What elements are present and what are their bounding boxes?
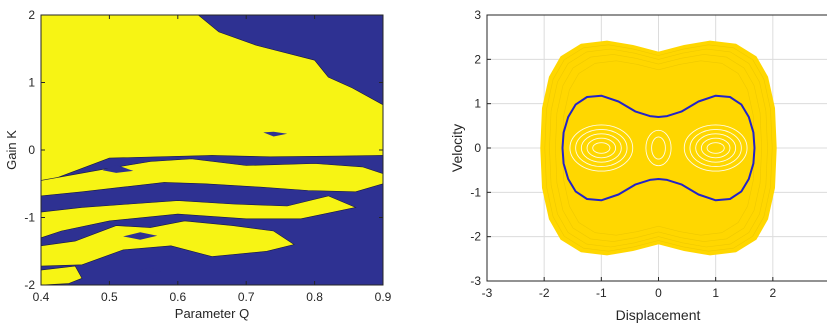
contour-hole-3 <box>140 267 161 274</box>
right-y-tick-label: -2 <box>470 230 481 244</box>
left-x-tick-label: 0.5 <box>101 290 118 304</box>
left-y-ticks: -2 -1 0 1 2 <box>24 8 383 292</box>
right-y-tick-label: 1 <box>474 97 481 111</box>
right-x-axis-label: Displacement <box>616 307 701 323</box>
trajectory-inner-loop-0-0 <box>592 142 611 154</box>
right-y-tick-label: 0 <box>474 141 481 155</box>
trajectory-inner-loop-1-2 <box>695 133 737 163</box>
right-y-axis-label: Velocity <box>449 124 465 172</box>
right-x-tick-label: 1 <box>712 286 719 300</box>
right-x-tick-label: 2 <box>769 286 776 300</box>
right-y-tick-label: -1 <box>470 185 481 199</box>
contour-hole-2 <box>123 232 158 240</box>
trajectory-inner-loop-1-1 <box>700 137 731 159</box>
left-y-tick-label: 1 <box>28 76 35 90</box>
contour-region-3 <box>40 220 295 267</box>
right-x-tick-label: -3 <box>482 286 493 300</box>
left-x-ticks: 0.4 0.5 0.6 0.7 0.8 0.9 <box>33 15 392 304</box>
trajectory-inner-loop-1-4 <box>683 124 748 172</box>
right-y-tick-label: 3 <box>474 8 481 22</box>
trajectory-strand-1 <box>549 48 768 248</box>
left-y-tick-label: -1 <box>24 211 35 225</box>
left-plot: 0.4 0.5 0.6 0.7 0.8 0.9 -2 -1 0 1 2 Parameter Q G… <box>4 8 392 321</box>
trajectory-inner-loop-0-3 <box>575 128 628 168</box>
trajectory-inner-loop-1-0 <box>706 142 725 154</box>
trajectory-envelope <box>540 40 777 256</box>
right-y-tick-label: 2 <box>474 52 481 66</box>
left-y-tick-label: -2 <box>24 278 35 292</box>
trajectory-strand-0 <box>544 44 773 252</box>
right-y-ticks: -3 -2 -1 0 1 2 3 <box>470 8 491 288</box>
trajectory-strand-2 <box>555 54 762 242</box>
left-x-tick-label: 0.6 <box>169 290 186 304</box>
left-x-tick-label: 0.9 <box>375 290 392 304</box>
contour-hole-1 <box>102 164 134 173</box>
contour-hole-0 <box>263 131 288 137</box>
right-x-tick-label: -1 <box>596 286 607 300</box>
left-x-tick-label: 0.7 <box>238 290 255 304</box>
closed-orbit-line <box>561 94 756 202</box>
left-y-axis-label: Gain K <box>4 130 19 170</box>
trajectory-inner-loop-2-0 <box>651 136 666 160</box>
left-x-axis-label: Parameter Q <box>175 306 249 321</box>
trajectory-inner-loop-2-1 <box>645 129 672 167</box>
trajectory-inner-loop-0-4 <box>569 124 634 172</box>
right-y-tick-label: -3 <box>470 274 481 288</box>
right-plot-area <box>486 14 827 282</box>
trajectory-inner-loop-0-1 <box>586 137 617 159</box>
left-x-tick-label: 0.8 <box>306 290 323 304</box>
contour-region-2 <box>40 195 357 239</box>
trajectory-inner-loop-1-3 <box>689 128 742 168</box>
right-plot: -3 -2 -1 0 1 2 3 -3 -2 -1 0 1 2 3 Displacement Veloc… <box>449 8 827 323</box>
left-y-tick-label: 2 <box>28 8 35 22</box>
left-x-tick-label: 0.4 <box>33 290 50 304</box>
right-x-tick-label: 0 <box>655 286 662 300</box>
left-plot-area <box>40 14 384 286</box>
contour-region-1 <box>40 158 384 197</box>
trajectory-inner-loop-0-2 <box>580 133 622 163</box>
right-x-tick-label: -2 <box>539 286 550 300</box>
left-y-tick-label: 0 <box>28 143 35 157</box>
